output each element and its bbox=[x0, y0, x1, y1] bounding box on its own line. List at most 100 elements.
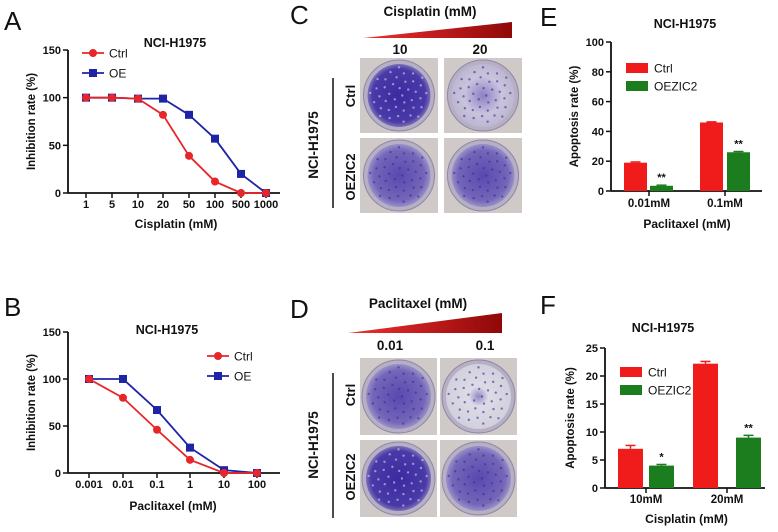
colony-speck bbox=[394, 489, 397, 492]
colony-speck bbox=[383, 482, 386, 486]
bar-ctrl bbox=[618, 448, 643, 488]
colony-speck bbox=[482, 402, 486, 405]
colony-speck bbox=[379, 186, 383, 190]
data-point-oe bbox=[159, 94, 167, 103]
colony-speck bbox=[504, 185, 507, 189]
panel-letter-B: B bbox=[4, 292, 21, 322]
colony-speck bbox=[402, 410, 405, 414]
colony-speck bbox=[398, 86, 401, 90]
colony-speck bbox=[402, 422, 405, 425]
colony-speck bbox=[421, 156, 424, 159]
legend-marker bbox=[214, 352, 222, 360]
colony-speck bbox=[384, 78, 387, 81]
colony-speck bbox=[462, 95, 465, 98]
colony-speck bbox=[503, 84, 506, 87]
colony-speck bbox=[397, 448, 400, 451]
colony-speck bbox=[378, 408, 381, 411]
colony-speck bbox=[499, 398, 502, 401]
colony-speck bbox=[377, 478, 380, 481]
colony-speck bbox=[463, 460, 466, 463]
colony-speck bbox=[400, 477, 404, 480]
colony-speck bbox=[509, 171, 512, 175]
colony-speck bbox=[485, 94, 488, 97]
colony-speck bbox=[486, 389, 490, 392]
colony-speck bbox=[474, 407, 477, 410]
colony-speck bbox=[467, 418, 471, 422]
colony-speck bbox=[403, 101, 406, 104]
colony-speck bbox=[482, 422, 485, 425]
colony-speck bbox=[402, 109, 405, 112]
colony-speck bbox=[411, 454, 415, 457]
colony-speck bbox=[485, 174, 488, 177]
colony-speck bbox=[419, 177, 422, 180]
colony-speck bbox=[447, 392, 450, 396]
data-point-oe bbox=[186, 443, 194, 452]
colony-speck bbox=[417, 195, 420, 198]
colony-speck bbox=[472, 399, 476, 402]
colony-speck bbox=[494, 391, 497, 394]
data-point-ctrl bbox=[220, 469, 228, 477]
colony-speck bbox=[383, 86, 386, 89]
y-axis-label: Inhibition rate (%) bbox=[26, 354, 38, 451]
colony-speck bbox=[402, 152, 406, 155]
dose-label: 10 bbox=[392, 42, 407, 57]
colony-speck bbox=[377, 396, 380, 399]
colony-speck bbox=[412, 407, 415, 411]
bar-oezic2 bbox=[736, 437, 761, 488]
colony-speck bbox=[499, 466, 503, 470]
colony-speck bbox=[482, 484, 486, 487]
colony-speck bbox=[472, 481, 476, 484]
y-tick-label: 150 bbox=[43, 327, 61, 339]
colony-speck bbox=[383, 378, 386, 381]
colony-speck bbox=[468, 453, 471, 456]
colony-speck bbox=[394, 407, 397, 410]
legend-label: OEZIC2 bbox=[648, 384, 692, 398]
colony-speck bbox=[410, 178, 413, 182]
colony-speck bbox=[492, 407, 495, 411]
colony-speck bbox=[410, 400, 413, 403]
colony-speck bbox=[499, 384, 503, 388]
colony-speck bbox=[475, 162, 479, 166]
petri-dish-colonies bbox=[451, 64, 515, 127]
colony-speck bbox=[367, 392, 370, 396]
colony-speck bbox=[460, 157, 463, 161]
bar-ctrl bbox=[624, 162, 647, 191]
chart-title: NCI-H1975 bbox=[144, 36, 207, 50]
colony-speck bbox=[411, 80, 415, 83]
colony-speck bbox=[378, 490, 381, 493]
colony-speck bbox=[419, 466, 423, 470]
colony-speck bbox=[409, 114, 412, 117]
dose-label: 0.01 bbox=[377, 338, 404, 353]
colony-speck bbox=[497, 499, 500, 502]
colony-speck bbox=[462, 175, 465, 178]
legend-label: Ctrl bbox=[654, 62, 673, 76]
data-point-oe bbox=[119, 375, 127, 383]
y-axis-label: Apoptosis rate (%) bbox=[569, 66, 581, 168]
colony-speck bbox=[371, 402, 374, 405]
colony-speck bbox=[471, 465, 474, 468]
colony-speck bbox=[411, 462, 415, 466]
colony-panel-D: Paclitaxel (mM) 0.01 0.1 NCI-H1975 Ctrl OEZIC… bbox=[306, 296, 517, 518]
colony-speck bbox=[414, 170, 417, 173]
colony-speck bbox=[458, 408, 461, 411]
colony-speck bbox=[452, 91, 456, 95]
colony-speck bbox=[489, 415, 492, 419]
colony-speck bbox=[478, 185, 482, 189]
colony-speck bbox=[486, 120, 489, 123]
colony-speck bbox=[394, 185, 398, 189]
colony-speck bbox=[463, 186, 467, 190]
colony-speck bbox=[382, 386, 385, 390]
colony-speck bbox=[490, 482, 493, 485]
colony-speck bbox=[468, 179, 471, 183]
y-axis-label: Apoptosis rate (%) bbox=[565, 367, 577, 469]
colony-speck bbox=[468, 78, 471, 81]
colony-speck bbox=[419, 164, 422, 167]
colony-speck bbox=[394, 376, 398, 379]
y-tick-label: 100 bbox=[43, 374, 61, 386]
colony-speck bbox=[394, 105, 398, 109]
colony-speck bbox=[498, 90, 501, 93]
colony-speck bbox=[509, 91, 512, 95]
colony-speck bbox=[495, 72, 499, 75]
colony-speck bbox=[419, 84, 422, 87]
cell-line-label: NCI-H1975 bbox=[306, 411, 321, 479]
